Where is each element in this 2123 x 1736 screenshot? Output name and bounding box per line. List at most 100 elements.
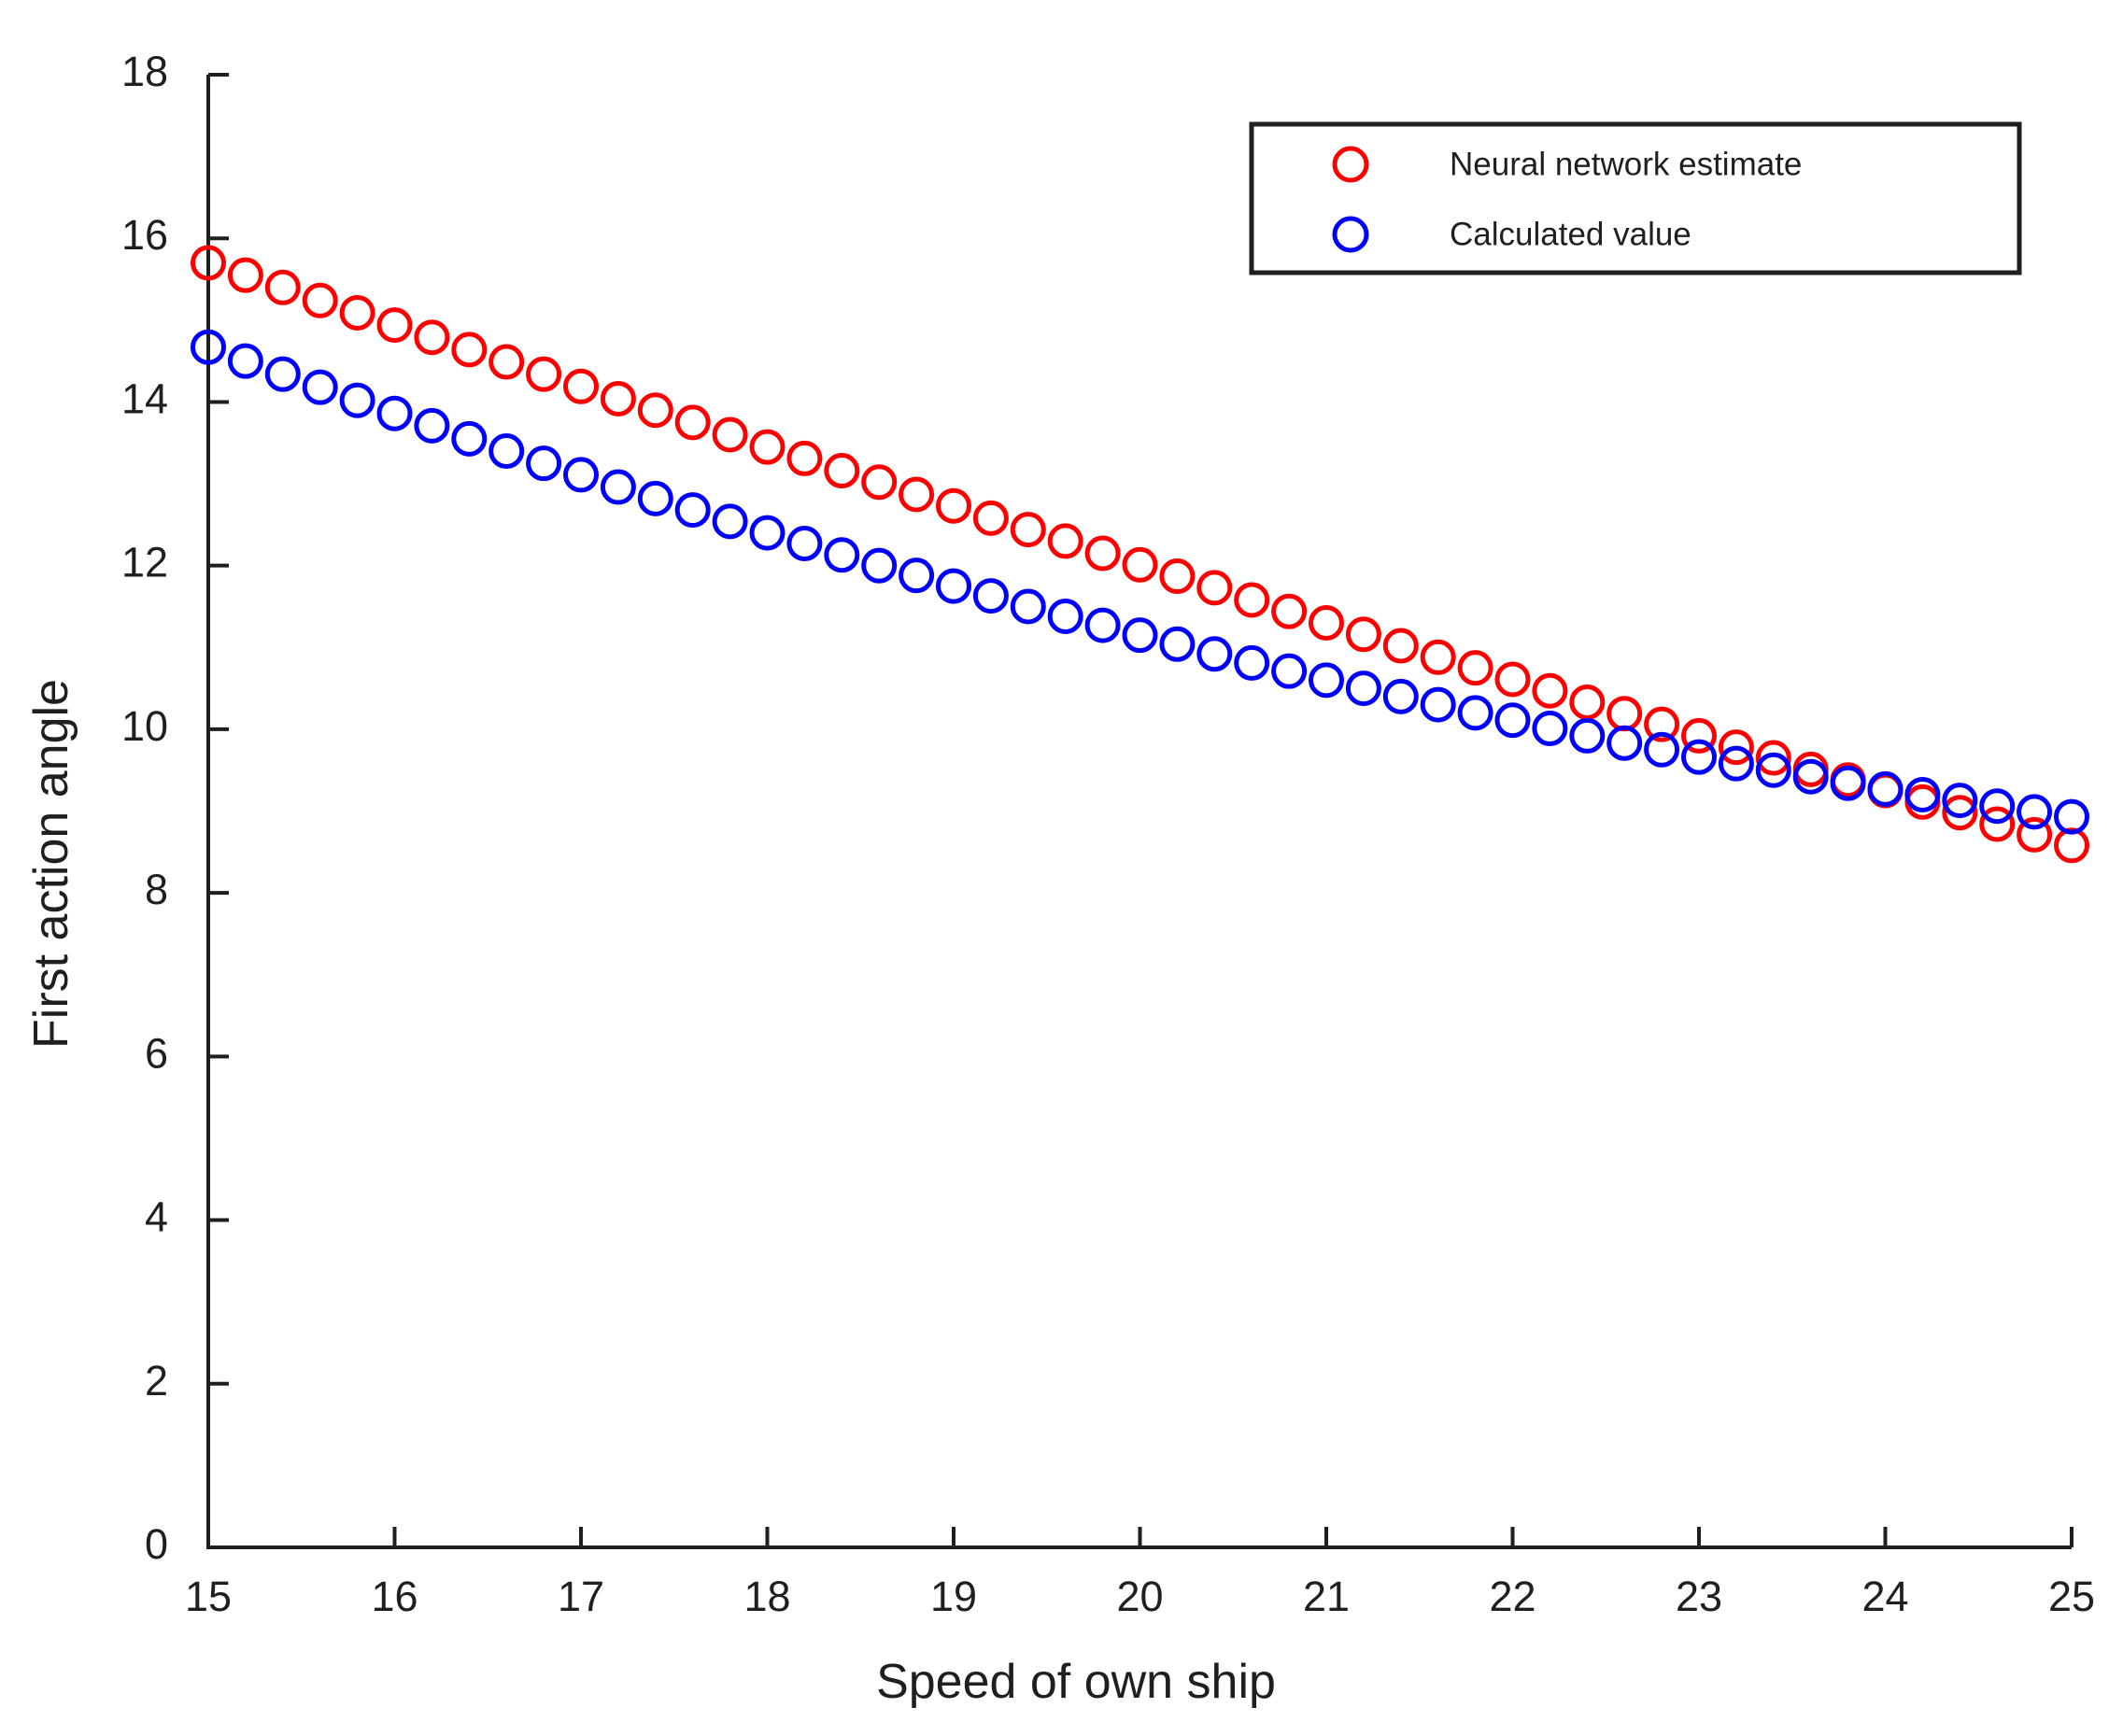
data-point [1904,783,1941,820]
data-point [1644,731,1680,768]
legend-label-neural: Neural network estimate [1450,147,1802,183]
x-tick-label: 24 [1861,1573,1908,1620]
data-point [786,440,823,476]
legend-marker-neural-open-circle-icon [1332,146,1369,183]
data-point [1345,616,1381,653]
x-tick-label: 17 [558,1573,604,1620]
x-tick-label: 18 [743,1573,790,1620]
data-point [1234,644,1270,681]
data-point [861,547,898,584]
data-point [824,537,860,573]
data-point [1904,776,1941,812]
data-point [264,269,301,305]
data-point [1271,593,1308,629]
y-tick-label: 4 [145,1193,168,1241]
y-tick-label: 0 [145,1520,168,1568]
x-tick-label: 22 [1489,1573,1536,1620]
data-point [1494,661,1531,698]
data-point [1345,670,1381,707]
y-tick-label: 8 [145,866,168,913]
data-point [1382,678,1419,714]
data-point [302,369,338,405]
data-point [1569,717,1606,754]
x-tick-label: 16 [371,1573,418,1620]
data-point [191,245,226,281]
data-point [563,368,599,404]
data-point [227,343,263,379]
data-point [526,445,562,482]
data-point [899,557,935,594]
data-point [972,500,1009,536]
data-point [563,457,599,493]
y-axis-label: First action angle [24,679,78,1049]
data-point [786,526,823,562]
data-point [1792,751,1829,787]
data-point [1606,725,1643,761]
data-point [1084,535,1121,572]
data-point [1309,604,1344,641]
data-point [1569,684,1606,720]
data-point [1457,695,1493,731]
data-point [1420,686,1456,723]
legend-label-calculated: Calculated value [1450,217,1691,253]
data-point [1942,783,1978,819]
data-point [2017,794,2053,830]
data-point [1010,588,1046,625]
data-point [414,319,450,356]
data-point [861,464,898,501]
data-point [824,453,860,489]
data-point [1084,607,1121,643]
y-tick-label: 16 [121,211,168,259]
data-point [1457,650,1493,686]
data-point [191,329,226,365]
data-point [2054,798,2089,835]
x-tick-label: 20 [1116,1573,1163,1620]
data-point [1309,662,1344,699]
data-point [1234,582,1270,618]
data-point [451,420,488,457]
data-point [526,356,562,392]
series-calculated [191,329,2089,835]
data-point [674,404,711,441]
data-point [488,433,525,470]
x-tick-label: 15 [185,1573,232,1620]
series-neural-network [191,245,2089,864]
data-point [1532,711,1568,747]
y-tick-marks [208,73,229,1549]
data-point [674,492,711,529]
data-point [1122,617,1158,654]
data-point [1196,570,1233,606]
data-point [1792,758,1829,795]
data-point [1979,788,2016,825]
data-point [712,503,748,540]
data-point [600,469,636,505]
data-point [1196,636,1233,672]
y-tick-label: 12 [121,539,168,586]
data-point [414,407,450,444]
data-point [1122,546,1158,583]
data-point [600,380,636,416]
data-point [1755,740,1791,776]
data-point [1867,770,1904,807]
data-point [1159,626,1196,662]
data-point [1532,672,1568,709]
legend: Neural network estimate Calculated value [1249,121,2022,275]
data-point [1942,795,1978,831]
legend-marker-calculated-open-circle-icon [1332,216,1369,253]
data-point [1420,639,1456,675]
data-point [1047,598,1083,634]
data-point [749,515,786,551]
x-tick-labels: 15 16 17 18 19 20 21 22 23 24 25 [185,1573,2095,1620]
data-point [227,257,263,293]
x-tick-label: 25 [2048,1573,2095,1620]
data-point [339,382,375,418]
data-point [1382,628,1419,664]
y-tick-label: 2 [145,1357,168,1404]
data-point [637,392,673,429]
data-point [488,344,525,380]
x-tick-label: 19 [930,1573,977,1620]
y-tick-label: 18 [121,48,168,95]
data-point [376,307,413,344]
data-point [1606,696,1643,732]
y-tick-labels: 0 2 4 6 8 10 12 14 16 18 [121,48,168,1568]
